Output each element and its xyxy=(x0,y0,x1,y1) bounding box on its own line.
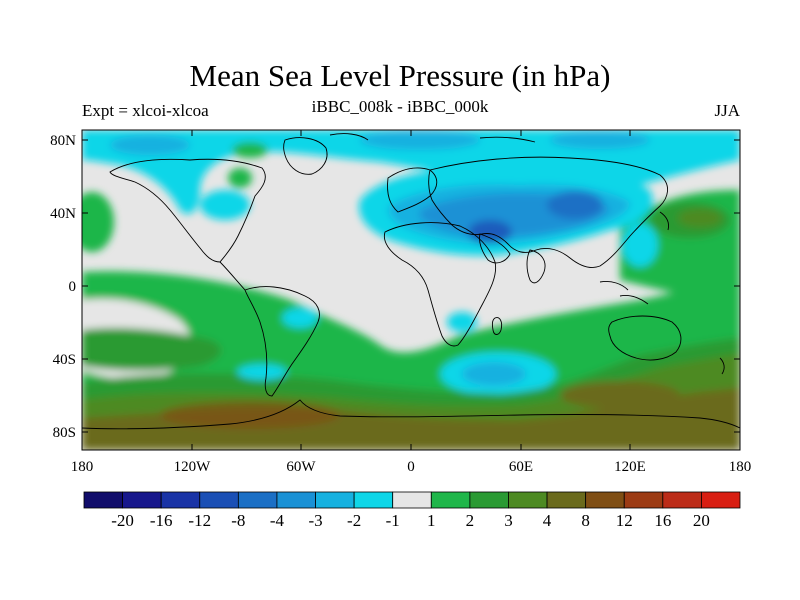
lon-label-180e: 180 xyxy=(729,459,752,475)
lat-label-40s: 40S xyxy=(53,352,76,368)
lon-label-0: 0 xyxy=(407,459,415,475)
colorbar-label: -2 xyxy=(347,511,361,530)
colorbar-swatch xyxy=(585,491,625,509)
colorbar-labels: -20 -16 -12 -8 -4 -3 -2 -1 1 2 3 4 8 12 16 20 xyxy=(111,511,710,530)
difference-label: iBBC_008k - iBBC_000k xyxy=(311,97,489,116)
coastlines xyxy=(82,133,740,430)
lat-label-80n: 80N xyxy=(50,133,76,149)
colorbar-swatch xyxy=(199,491,239,509)
experiment-label: Expt = xlcoi-xlcoa xyxy=(82,101,209,120)
colorbar-label: 1 xyxy=(427,511,436,530)
colorbar-label: 20 xyxy=(693,511,710,530)
colorbar-label: -16 xyxy=(150,511,173,530)
colorbar-swatch xyxy=(392,491,432,509)
colorbar-swatch xyxy=(83,491,123,509)
colorbar-swatch xyxy=(623,491,664,509)
colorbar-label: -3 xyxy=(308,511,322,530)
colorbar xyxy=(83,491,741,509)
lon-label-120w: 120W xyxy=(174,459,212,475)
lon-label-60e: 60E xyxy=(509,459,533,475)
map-title: Mean Sea Level Pressure (in hPa) xyxy=(189,58,611,93)
colorbar-swatch xyxy=(469,491,509,509)
colorbar-label: -4 xyxy=(270,511,285,530)
colorbar-swatch xyxy=(353,491,394,509)
lat-label-80s: 80S xyxy=(53,425,76,441)
colorbar-label: 12 xyxy=(616,511,633,530)
colorbar-swatch xyxy=(276,491,316,509)
lat-labels: 80N 40N 0 40S 80S xyxy=(50,133,76,441)
colorbar-swatch xyxy=(315,491,355,509)
colorbar-label: -20 xyxy=(111,511,134,530)
lon-labels: 180 120W 60W 0 60E 120E 180 xyxy=(71,459,752,475)
colorbar-swatch xyxy=(237,491,278,509)
lat-label-40n: 40N xyxy=(50,206,76,222)
colorbar-label: -12 xyxy=(188,511,211,530)
lat-tick-marks xyxy=(82,139,740,433)
colorbar-label: 2 xyxy=(466,511,475,530)
pressure-field xyxy=(82,130,740,450)
lon-label-60w: 60W xyxy=(286,459,316,475)
colorbar-label: 3 xyxy=(504,511,513,530)
colorbar-swatch xyxy=(508,491,548,509)
lon-label-180w: 180 xyxy=(71,459,94,475)
lon-tick-marks xyxy=(81,130,741,450)
colorbar-swatch xyxy=(546,491,587,509)
colorbar-label: 4 xyxy=(543,511,552,530)
colorbar-swatch xyxy=(122,491,162,509)
season-label: JJA xyxy=(714,101,740,120)
colorbar-label: 8 xyxy=(581,511,590,530)
colorbar-swatch xyxy=(160,491,201,509)
colorbar-swatch xyxy=(662,491,702,509)
colorbar-label: 16 xyxy=(654,511,671,530)
lat-label-0: 0 xyxy=(69,279,77,295)
colorbar-label: -8 xyxy=(231,511,245,530)
colorbar-swatch xyxy=(701,491,741,509)
colorbar-label: -1 xyxy=(386,511,400,530)
lon-label-120e: 120E xyxy=(614,459,646,475)
colorbar-swatch xyxy=(430,491,471,509)
